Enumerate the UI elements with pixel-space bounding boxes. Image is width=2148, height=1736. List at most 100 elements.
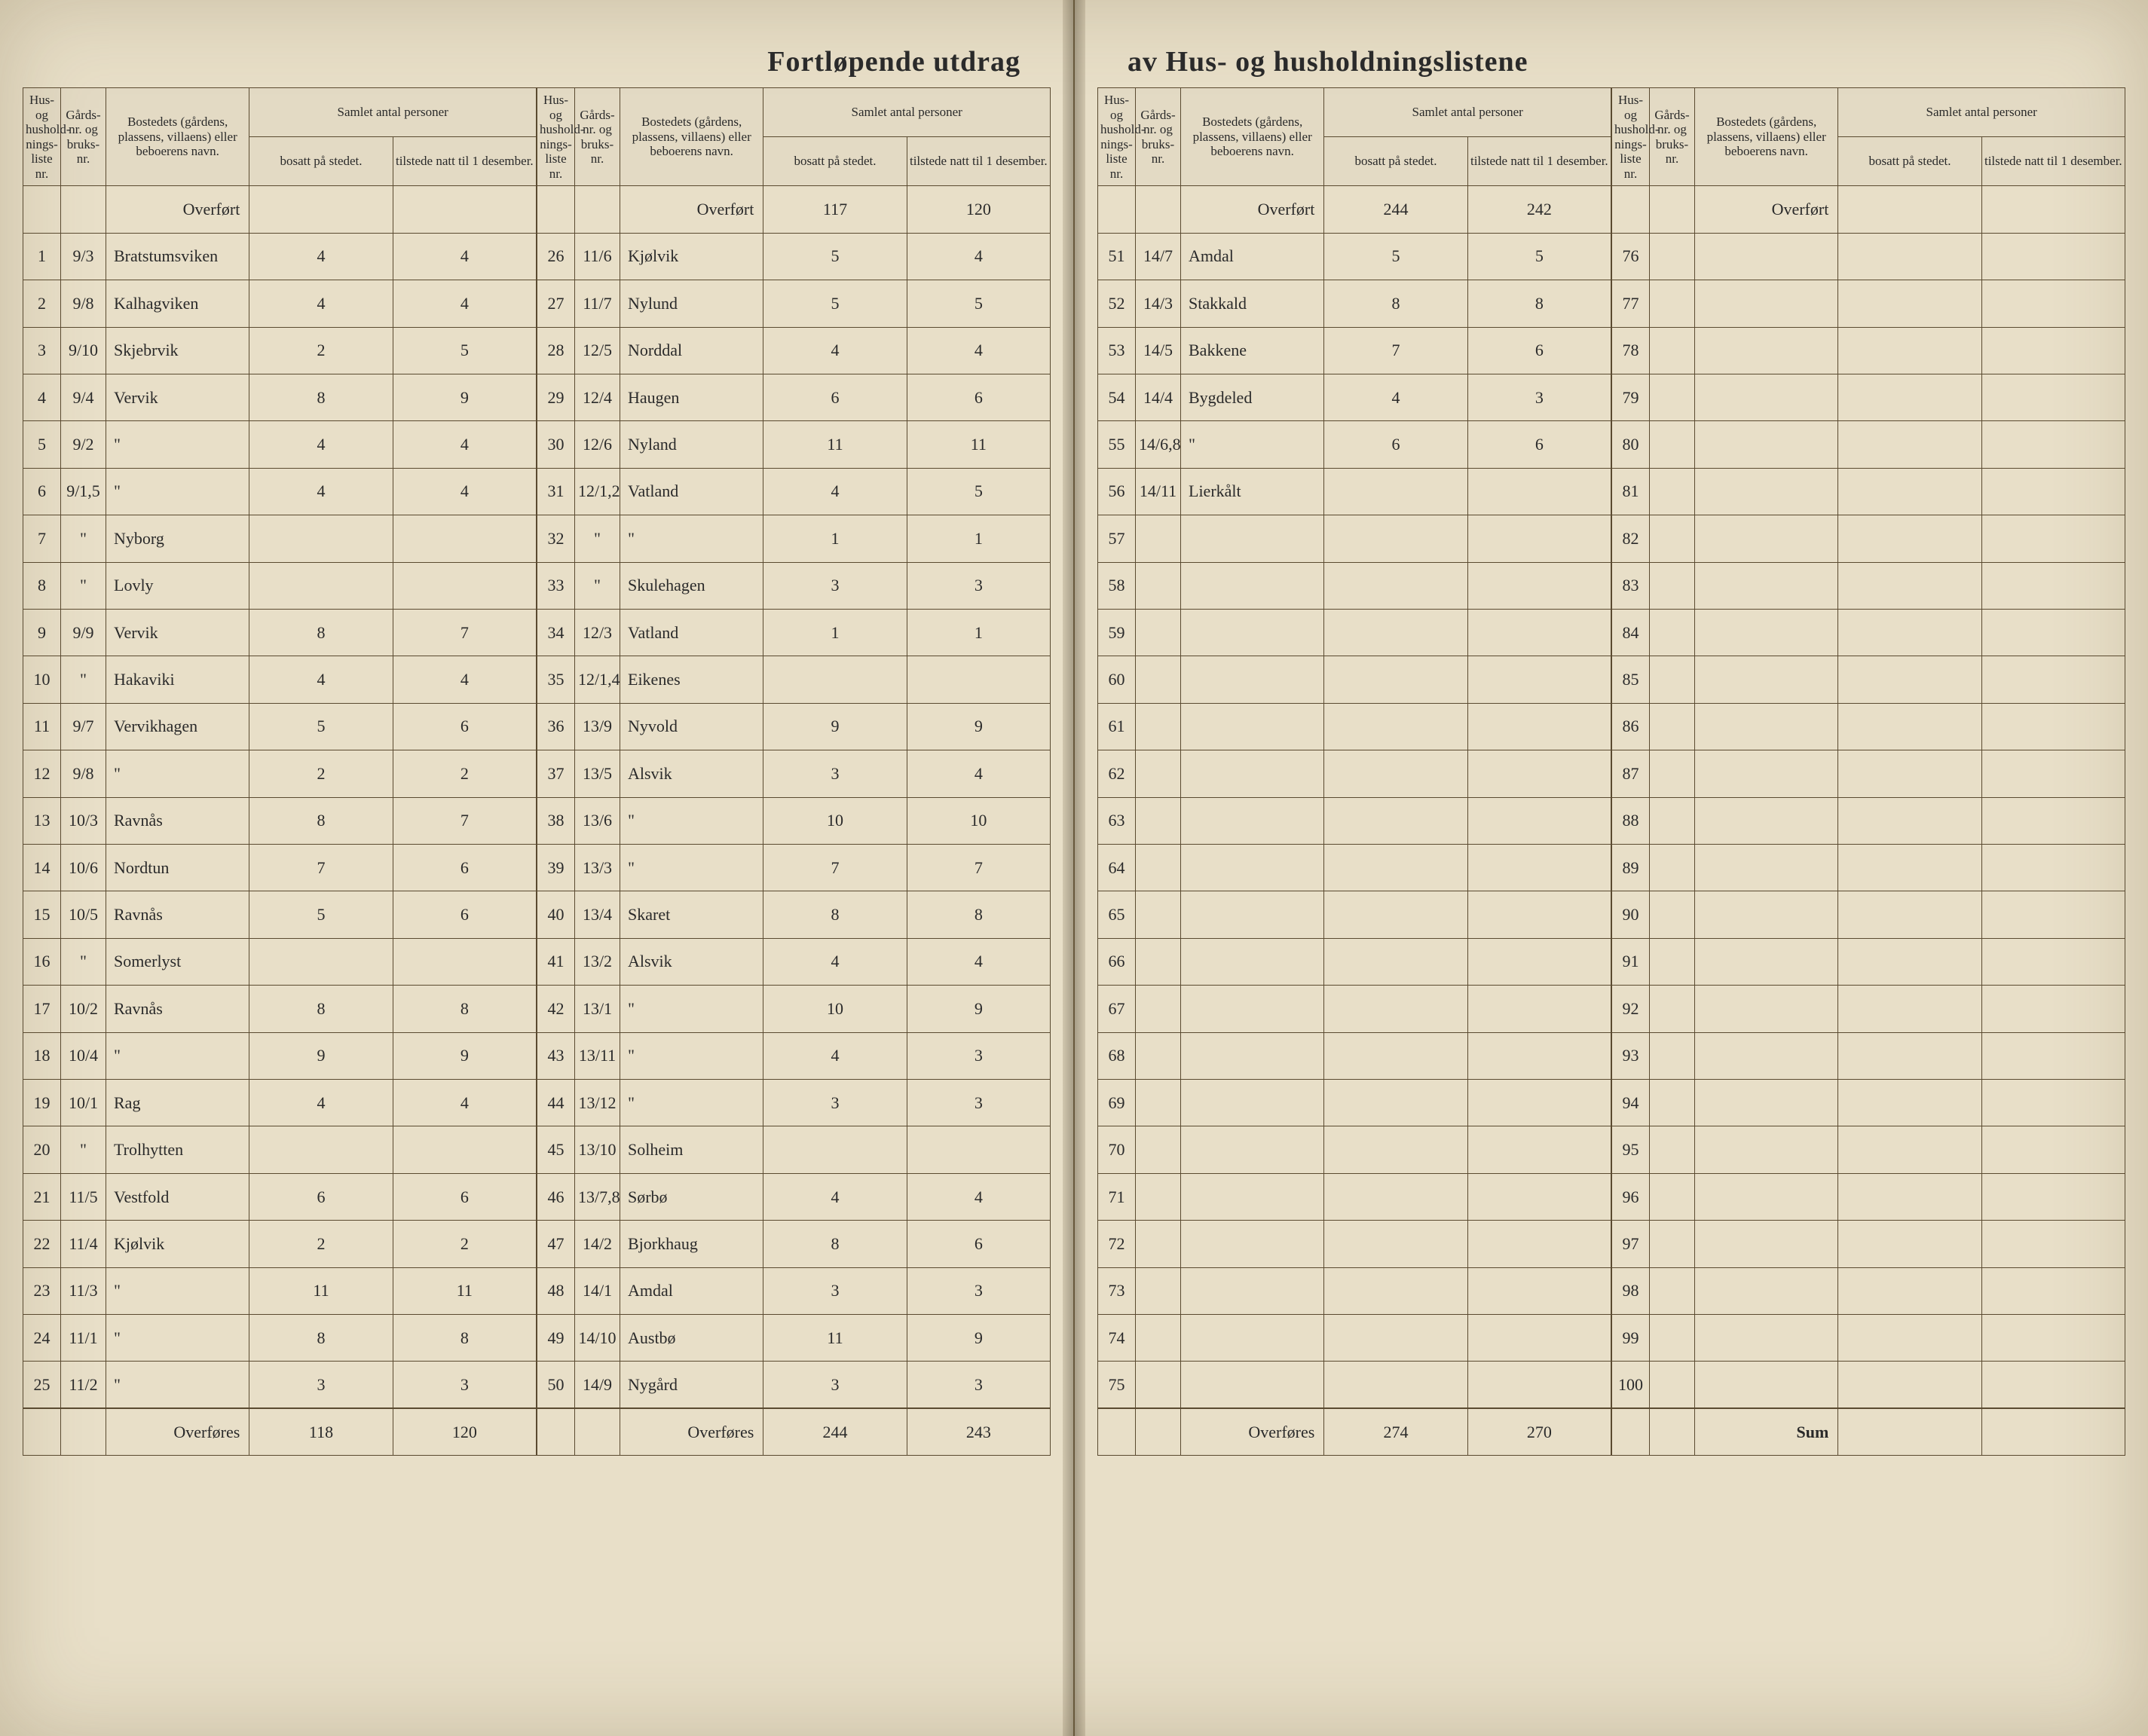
ledger-row: 22 11/4 Kjølvik 2 2: [23, 1221, 537, 1267]
ledger-row: 77: [1612, 280, 2125, 327]
row-gard: [1650, 750, 1695, 797]
row-nr: 8: [23, 562, 61, 609]
row-nr: 82: [1612, 515, 1650, 562]
row-bosatt: 3: [763, 1362, 907, 1408]
row-name: Vervikhagen: [106, 703, 249, 750]
row-name: Vervik: [106, 609, 249, 656]
carry-in-bosatt: 117: [763, 186, 907, 233]
row-gard: [1650, 1315, 1695, 1362]
row-bosatt: 6: [1324, 421, 1467, 468]
row-nr: 47: [537, 1221, 575, 1267]
row-tilstede: [1467, 1080, 1611, 1126]
row-nr: 29: [537, 374, 575, 420]
row-bosatt: 3: [763, 750, 907, 797]
row-name: [1181, 1173, 1324, 1220]
carry-out-tilstede: 120: [393, 1408, 536, 1456]
row-tilstede: 11: [393, 1267, 536, 1314]
row-tilstede: 3: [907, 1267, 1050, 1314]
ledger-row: 87: [1612, 750, 2125, 797]
row-tilstede: 3: [907, 1362, 1050, 1408]
row-nr: 73: [1098, 1267, 1136, 1314]
row-tilstede: [1467, 891, 1611, 938]
row-gard: 9/8: [61, 280, 106, 327]
row-tilstede: 2: [393, 1221, 536, 1267]
row-bosatt: [1838, 891, 1981, 938]
row-gard: [1136, 1315, 1181, 1362]
row-tilstede: 3: [907, 562, 1050, 609]
row-nr: 7: [23, 515, 61, 562]
row-tilstede: [1467, 1032, 1611, 1079]
row-gard: 12/1,2: [575, 468, 620, 515]
row-tilstede: [1981, 1080, 2125, 1126]
row-bosatt: [763, 1126, 907, 1173]
row-nr: 98: [1612, 1267, 1650, 1314]
row-bosatt: [249, 515, 393, 562]
row-bosatt: [1838, 421, 1981, 468]
row-gard: 11/3: [61, 1267, 106, 1314]
ledger-row: 27 11/7 Nylund 5 5: [537, 280, 1051, 327]
row-gard: 12/1,4: [575, 656, 620, 703]
row-nr: 21: [23, 1173, 61, 1220]
ledger-row: 57: [1098, 515, 1611, 562]
row-bosatt: 8: [249, 1315, 393, 1362]
row-tilstede: [1467, 609, 1611, 656]
carry-out-tilstede: 270: [1467, 1408, 1611, 1456]
row-bosatt: 4: [763, 1032, 907, 1079]
row-nr: 36: [537, 703, 575, 750]
row-gard: 14/7: [1136, 233, 1181, 280]
hdr-samlet: Samlet antal personer: [1838, 88, 2125, 137]
ledger-row: 72: [1098, 1221, 1611, 1267]
ledger-row: 38 13/6 " 10 10: [537, 797, 1051, 844]
ledger-row: 85: [1612, 656, 2125, 703]
row-tilstede: [1981, 1032, 2125, 1079]
row-nr: 62: [1098, 750, 1136, 797]
row-gard: [1650, 1362, 1695, 1408]
row-name: [1695, 562, 1838, 609]
row-tilstede: 6: [393, 844, 536, 891]
ledger-row: 11 9/7 Vervikhagen 5 6: [23, 703, 537, 750]
row-tilstede: [1467, 562, 1611, 609]
row-gard: 9/9: [61, 609, 106, 656]
ledger-panel: Hus- og hushold-nings-liste nr. Gårds-nr…: [23, 87, 537, 1456]
row-tilstede: [1981, 938, 2125, 985]
hdr-bosted: Bostedets (gårdens, plassens, villaens) …: [106, 88, 249, 186]
row-tilstede: [1981, 562, 2125, 609]
row-tilstede: 6: [907, 1221, 1050, 1267]
row-nr: 26: [537, 233, 575, 280]
row-bosatt: 2: [249, 1221, 393, 1267]
row-bosatt: [1838, 609, 1981, 656]
row-gard: 12/3: [575, 609, 620, 656]
ledger-row: 47 14/2 Bjorkhaug 8 6: [537, 1221, 1051, 1267]
ledger-row: 52 14/3 Stakkald 8 8: [1098, 280, 1611, 327]
ledger-row: 91: [1612, 938, 2125, 985]
row-nr: 100: [1612, 1362, 1650, 1408]
row-nr: 83: [1612, 562, 1650, 609]
row-bosatt: [1838, 703, 1981, 750]
row-tilstede: 4: [907, 233, 1050, 280]
ledger-row: 78: [1612, 327, 2125, 374]
row-nr: 66: [1098, 938, 1136, 985]
ledger-row: 69: [1098, 1080, 1611, 1126]
row-bosatt: 4: [763, 938, 907, 985]
row-bosatt: [1838, 1080, 1981, 1126]
row-bosatt: 6: [763, 374, 907, 420]
row-tilstede: [1981, 797, 2125, 844]
row-gard: [1650, 703, 1695, 750]
row-bosatt: 4: [249, 1080, 393, 1126]
carry-in-bosatt: [1838, 186, 1981, 233]
row-nr: 51: [1098, 233, 1136, 280]
row-nr: 57: [1098, 515, 1136, 562]
row-nr: 55: [1098, 421, 1136, 468]
row-nr: 6: [23, 468, 61, 515]
row-name: Ravnås: [106, 986, 249, 1032]
row-name: Skjebrvik: [106, 327, 249, 374]
hdr-gard: Gårds-nr. og bruks-nr.: [1136, 88, 1181, 186]
row-tilstede: 6: [907, 374, 1050, 420]
row-tilstede: 5: [907, 280, 1050, 327]
row-bosatt: 2: [249, 750, 393, 797]
row-name: Bygdeled: [1181, 374, 1324, 420]
ledger-row: 49 14/10 Austbø 11 9: [537, 1315, 1051, 1362]
row-tilstede: 6: [1467, 327, 1611, 374]
row-name: Nylund: [620, 280, 763, 327]
ledger-row: 32 " " 1 1: [537, 515, 1051, 562]
